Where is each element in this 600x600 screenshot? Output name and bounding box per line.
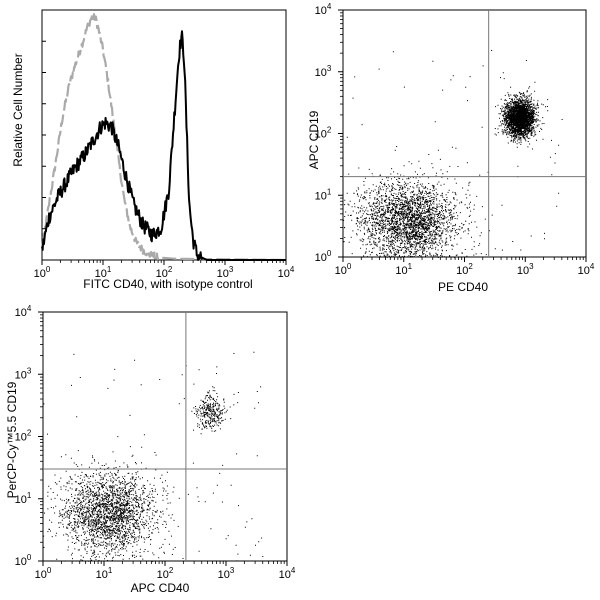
scatter-pe-y-tick-label: 104 [315,2,332,17]
scatter-apc-x-tick-label: 100 [35,566,52,581]
scatter-apc-population-cd40-pos-cd19-pos [191,386,231,435]
scatter-pe-y-tick-label: 102 [315,126,332,141]
histogram-x-tick-label: 102 [156,265,173,280]
histogram-axes: 100 101 102 103 104 [34,40,295,280]
scatter-apc-y-axis-label: PerCP-Cy™5.5 CD19 [5,381,19,498]
scatter-apc-y-tick-label: 101 [15,491,32,506]
histogram-series-fitc-cd40 [41,30,287,261]
scatter-pe-population-cd40-neg-cd19-neg [343,149,503,258]
histogram-x-tick-label: 100 [34,265,51,280]
scatter-pe-axes: 100 101 102 103 104 100 101 102 103 104 [315,2,595,277]
histogram-x-axis-label: FITC CD40, with isotype control [83,277,252,291]
histogram-plot-area [41,12,287,262]
histogram-x-tick-label: 101 [95,265,112,280]
scatter-pe-x-tick-label: 103 [517,262,534,277]
scatter-pe-y-tick-label: 101 [315,187,332,202]
scatter-apc-y-tick-label: 100 [15,553,32,568]
scatter-apc-x-tick-label: 104 [279,566,296,581]
scatter-apc-y-tick-label: 103 [15,366,32,381]
scatter-pe-y-axis-label: APC CD19 [307,110,321,169]
histogram-y-axis-label: Relative Cell Number [11,53,25,166]
scatter-apc-x-tick-label: 102 [157,566,174,581]
histogram-panel: 100 101 102 103 104 FITC CD40, with isotype … [11,9,295,291]
scatter-apc-y-tick-label: 104 [15,304,32,319]
scatter-apc-y-tick-label: 102 [15,429,32,444]
scatter-pe-plot-area [343,10,586,258]
scatter-apc-axes: 100 101 102 103 104 100 101 102 103 104 [15,304,296,581]
scatter-panel-pe-cd40: 100 101 102 103 104 100 101 102 103 104 PE CD40 A… [307,2,595,294]
scatter-pe-population-cd40-pos-cd19-pos [494,86,549,150]
scatter-pe-x-tick-label: 101 [395,262,412,277]
scatter-pe-y-tick-label: 100 [315,249,332,264]
scatter-apc-x-tick-label: 101 [96,566,113,581]
scatter-pe-y-tick-label: 103 [315,64,332,79]
scatter-pe-x-tick-label: 100 [335,262,352,277]
scatter-apc-plot-area [43,312,287,562]
scatter-apc-population-cd40-neg-cd19-neg [43,446,199,562]
histogram-x-tick-label: 103 [217,265,234,280]
scatter-apc-x-axis-label: APC CD40 [131,581,190,595]
scatter-apc-x-tick-label: 103 [218,566,235,581]
scatter-pe-x-tick-label: 102 [456,262,473,277]
scatter-pe-x-axis-label: PE CD40 [438,280,488,294]
histogram-x-tick-label: 104 [278,265,295,280]
scatter-pe-x-tick-label: 104 [578,262,595,277]
